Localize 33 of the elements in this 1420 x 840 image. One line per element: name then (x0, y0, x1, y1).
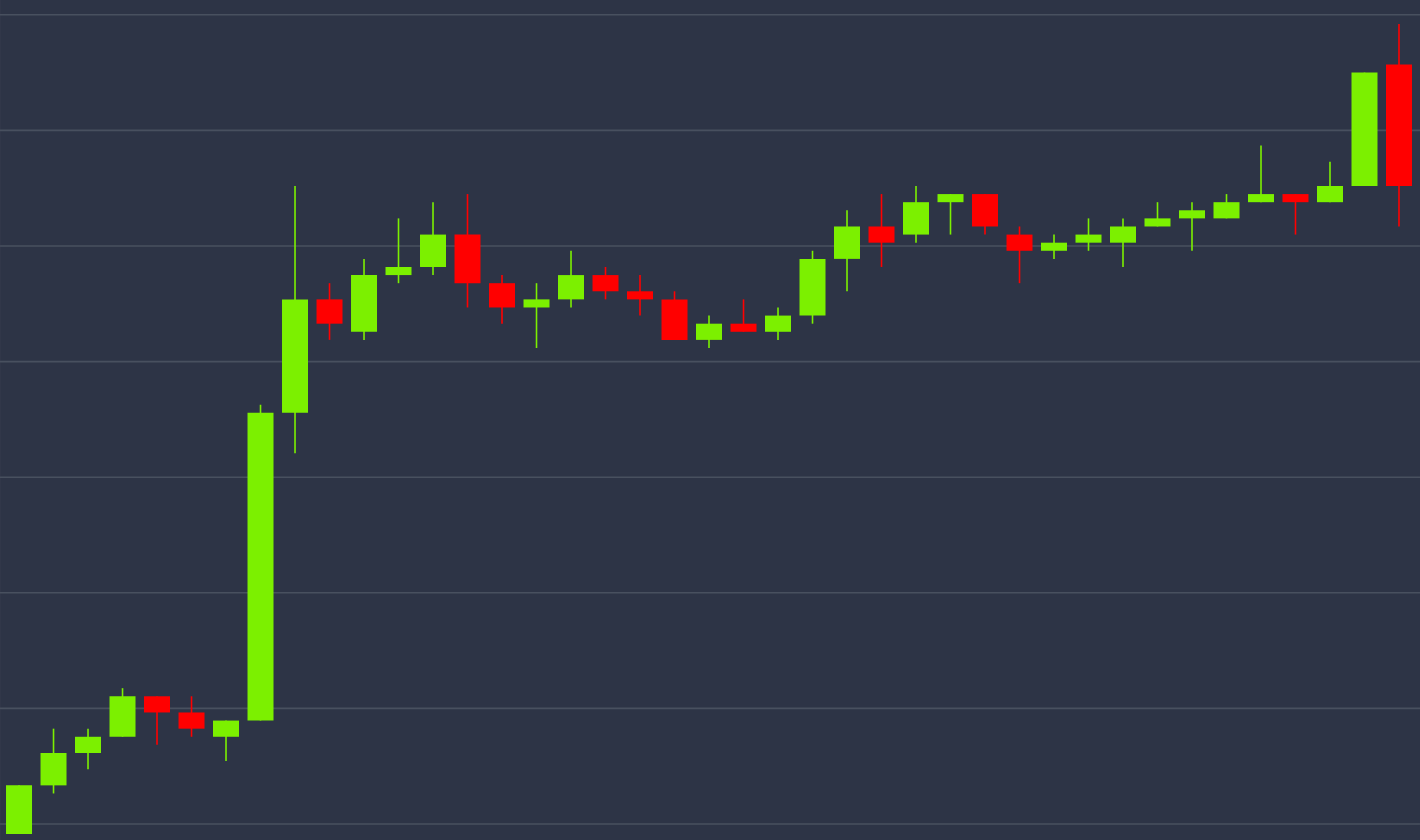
candlestick (144, 695, 171, 746)
candlestick (661, 290, 688, 341)
candlestick (903, 185, 930, 244)
candlestick (523, 282, 550, 349)
candlestick (213, 719, 240, 762)
candlestick (178, 695, 205, 738)
candlestick (1179, 201, 1205, 252)
candlestick (489, 274, 516, 325)
candlestick (1006, 225, 1033, 284)
candlestick (937, 193, 964, 236)
candlestick (420, 201, 447, 276)
candlestick (765, 306, 791, 341)
candlestick (1317, 160, 1343, 203)
candlestick (972, 193, 999, 236)
candlestick (730, 298, 757, 333)
candlestick (1041, 233, 1067, 260)
candlestick (1248, 144, 1274, 203)
candlestick (868, 193, 895, 268)
candlestick (1144, 201, 1171, 228)
candlestick (316, 282, 343, 341)
candlestick (75, 727, 102, 770)
candlestick (40, 727, 67, 795)
candlestick (385, 217, 412, 284)
candlestick (1213, 193, 1240, 220)
candlestick (1282, 193, 1309, 236)
candlestick (627, 274, 654, 317)
candlestick (558, 249, 585, 309)
candlestick (1075, 217, 1102, 252)
candlestick (696, 314, 723, 349)
candlestick (1110, 217, 1136, 268)
candlestick (834, 209, 861, 293)
candlestick (592, 266, 619, 301)
candlestick (109, 687, 136, 738)
